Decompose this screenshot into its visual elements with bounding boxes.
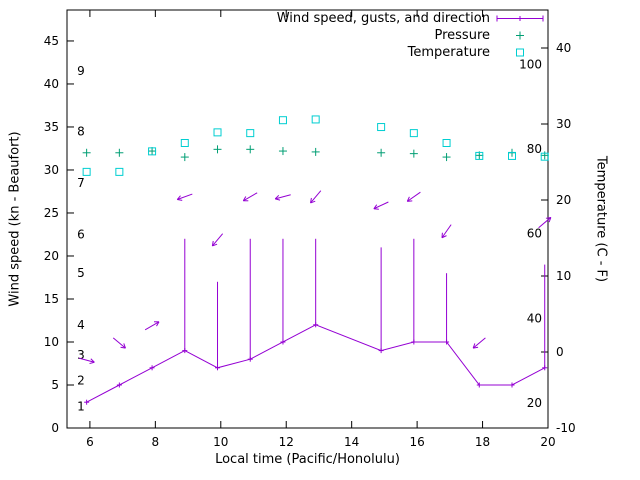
chart-legend: Wind speed, gusts, and direction Pressur… [160,10,490,61]
svg-text:15: 15 [44,292,59,306]
svg-text:12: 12 [279,435,294,449]
svg-text:-10: -10 [556,421,576,435]
svg-text:14: 14 [344,435,359,449]
svg-text:20: 20 [556,193,571,207]
svg-text:3: 3 [77,348,85,362]
svg-text:6: 6 [77,227,85,241]
svg-text:5: 5 [77,266,85,280]
svg-text:40: 40 [556,41,571,55]
svg-text:20: 20 [540,435,555,449]
right-axis-title: Temperature (C - F) [593,155,609,283]
svg-text:7: 7 [77,176,85,190]
svg-text:6: 6 [86,435,94,449]
svg-text:5: 5 [51,378,59,392]
svg-text:8: 8 [152,435,160,449]
svg-text:8: 8 [77,124,85,138]
svg-text:10: 10 [44,335,59,349]
svg-text:9: 9 [77,64,85,78]
svg-text:0: 0 [51,421,59,435]
svg-text:10: 10 [213,435,228,449]
svg-text:30: 30 [556,117,571,131]
svg-text:35: 35 [44,120,59,134]
legend-label-wind: Wind speed, gusts, and direction [276,11,490,26]
svg-text:2: 2 [77,374,85,388]
legend-label-temperature: Temperature [407,45,490,60]
legend-item-pressure: Pressure [160,27,490,44]
svg-text:30: 30 [44,163,59,177]
legend-item-wind: Wind speed, gusts, and direction [160,10,490,27]
svg-text:20: 20 [527,396,542,410]
svg-text:4: 4 [77,318,85,332]
svg-text:80: 80 [527,142,542,156]
svg-text:18: 18 [475,435,490,449]
left-axis-title: Wind speed (kn - Beaufort) [7,131,23,307]
svg-text:100: 100 [519,58,542,72]
svg-text:60: 60 [527,226,542,240]
svg-text:20: 20 [44,249,59,263]
svg-text:10: 10 [556,269,571,283]
svg-text:0: 0 [556,345,564,359]
svg-text:16: 16 [409,435,424,449]
svg-text:1: 1 [77,399,85,413]
legend-item-temperature: Temperature [160,44,490,61]
svg-text:45: 45 [44,34,59,48]
svg-text:40: 40 [527,312,542,326]
svg-text:40: 40 [44,77,59,91]
legend-label-pressure: Pressure [434,28,490,43]
x-axis-title: Local time (Pacific/Honolulu) [215,452,400,467]
svg-text:25: 25 [44,206,59,220]
